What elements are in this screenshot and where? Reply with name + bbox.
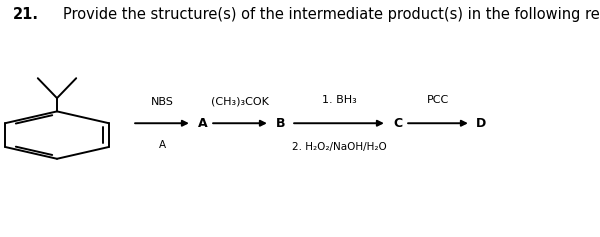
Text: 21.: 21.	[13, 7, 39, 22]
Text: 1. BH₃: 1. BH₃	[322, 95, 356, 105]
Text: A: A	[158, 140, 166, 150]
Text: A: A	[198, 117, 208, 130]
Text: PCC: PCC	[427, 95, 449, 105]
Text: NBS: NBS	[151, 97, 173, 107]
Text: D: D	[476, 117, 486, 130]
Text: B: B	[276, 117, 286, 130]
Text: (CH₃)₃COK: (CH₃)₃COK	[211, 97, 269, 107]
Text: Provide the structure(s) of the intermediate product(s) in the following reactio: Provide the structure(s) of the intermed…	[63, 7, 600, 22]
Text: C: C	[393, 117, 402, 130]
Text: 2. H₂O₂/NaOH/H₂O: 2. H₂O₂/NaOH/H₂O	[292, 142, 386, 152]
